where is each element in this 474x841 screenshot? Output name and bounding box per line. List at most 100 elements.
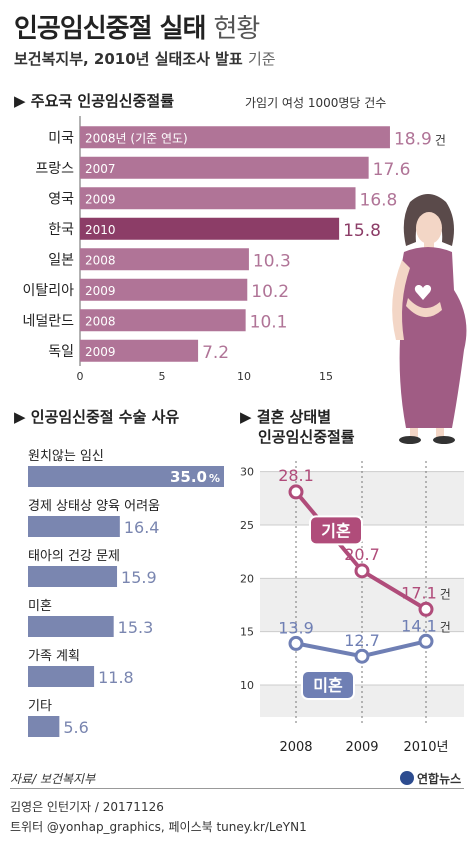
marital-x-label: 2009 [345, 740, 378, 755]
sns-line: 트위터 @yonhap_graphics, 페이스북 tuney.kr/LeYN… [10, 820, 307, 834]
marital-value-unit: 건 [440, 587, 451, 601]
reason-value-label: 16.4 [124, 518, 160, 537]
country-bar [80, 309, 246, 332]
marital-value-label: 13.9 [278, 618, 314, 637]
reason-label: 미혼 [28, 599, 52, 614]
title-bold: 인공임신중절 실태 [14, 14, 206, 44]
marital-point [354, 563, 370, 579]
section3-marker: ▶ [240, 408, 252, 426]
reason-label: 경제 상태상 양육 어려움 [28, 499, 160, 514]
country-value-label: 7.2 [202, 343, 229, 363]
reason-bar [28, 516, 120, 537]
marital-series-badge [301, 670, 355, 700]
country-year-label: 2008 [85, 253, 116, 267]
marital-series-name: 기혼 [321, 521, 351, 540]
country-label: 미국 [48, 130, 74, 146]
country-bar [80, 339, 199, 362]
reason-bar [28, 616, 114, 637]
country-value-label: 10.2 [251, 282, 289, 302]
section1-title: 주요국 인공임신중절률 [30, 92, 175, 110]
reason-value-label: 15.3 [118, 618, 154, 637]
country-bar [80, 217, 340, 240]
marital-tick-label: 10 [240, 679, 254, 692]
reason-value-unit: % [209, 472, 220, 485]
marital-point [288, 635, 304, 651]
country-value-label: 17.6 [373, 160, 411, 180]
country-year-label: 2007 [85, 162, 116, 176]
marital-x-label: 2010년 [403, 740, 448, 755]
country-label: 독일 [48, 344, 74, 360]
country-label: 한국 [48, 222, 74, 238]
marital-value-label: 28.1 [278, 466, 314, 485]
section3-heading: ▶ 결혼 상태별 [240, 406, 331, 427]
section2-title: 인공임신중절 수술 사유 [30, 408, 180, 426]
reason-label: 원치않는 임신 [28, 449, 104, 464]
credit-line: 김영은 인턴기자 / 20171126 [10, 800, 164, 814]
country-bar [80, 278, 248, 301]
country-year-label: 2009 [85, 284, 116, 298]
country-value-unit: 건 [435, 133, 446, 147]
marital-tick-label: 30 [240, 466, 254, 479]
country-label: 프랑스 [35, 161, 74, 177]
logo-text: 연합뉴스 [417, 772, 462, 786]
footer-divider [10, 788, 464, 789]
reason-label: 가족 계획 [28, 649, 80, 664]
country-value-label: 16.8 [360, 190, 398, 210]
pregnant-woman-illustration [392, 194, 467, 444]
section3-title-line1: 결혼 상태별 [256, 408, 332, 426]
country-label: 영국 [48, 191, 74, 207]
country-tick-label: 10 [237, 370, 251, 383]
country-tick-label: 15 [319, 370, 333, 383]
marital-value-unit: 건 [440, 620, 451, 634]
country-value-label: 10.1 [250, 312, 288, 332]
section1-marker: ▶ [14, 92, 26, 110]
title-light: 현황 [213, 14, 260, 44]
marital-tick-label: 25 [240, 519, 254, 532]
marital-point [354, 648, 370, 664]
country-value-label: 18.9 건 [394, 129, 446, 149]
country-tick-label: 5 [159, 370, 166, 383]
marital-series-badge [309, 515, 363, 546]
country-label: 네덜란드 [22, 313, 74, 329]
reason-bar [28, 666, 95, 687]
subtitle-bold: 보건복지부, 2010년 실태조사 발표 [14, 50, 243, 68]
marital-x-label: 2008 [279, 740, 312, 755]
marital-value-label: 20.7 [344, 545, 380, 564]
country-year-label: 2009 [85, 192, 116, 206]
marital-point [288, 484, 304, 500]
country-value-label: 15.8 [343, 221, 381, 241]
country-label: 이탈리아 [22, 283, 74, 299]
marital-series-name: 미혼 [313, 676, 343, 695]
country-tick-label: 0 [77, 370, 84, 383]
page-subtitle: 보건복지부, 2010년 실태조사 발표 기준 [14, 48, 276, 69]
page-title: 인공임신중절 실태 현황 [14, 8, 260, 45]
logo-icon [400, 771, 414, 785]
reason-label: 태아의 건강 문제 [28, 549, 120, 564]
reason-bar [28, 716, 60, 737]
marital-point [418, 601, 434, 617]
subtitle-light: 기준 [247, 50, 276, 68]
section1-heading: ▶ 주요국 인공임신중절률 [14, 90, 174, 111]
country-label: 일본 [48, 252, 74, 268]
yonhap-logo: 연합뉴스 [400, 770, 461, 787]
country-bar [80, 126, 390, 149]
reason-bar [28, 566, 118, 587]
country-bar [80, 248, 249, 271]
country-year-label: 2010 [85, 223, 116, 237]
country-year-label: 2008 [85, 314, 116, 328]
marital-point [418, 633, 434, 649]
reason-value-label: 5.6 [63, 718, 88, 737]
section3-title-line2: 인공임신중절률 [258, 428, 355, 446]
reason-value-label: 11.8 [98, 668, 134, 687]
section2-heading: ▶ 인공임신중절 수술 사유 [14, 406, 179, 427]
country-bar [80, 156, 369, 179]
reason-value-label: 15.9 [121, 568, 157, 587]
country-bar [80, 187, 356, 210]
country-year-label: 2008년 (기준 연도) [85, 131, 188, 145]
section1-unit: 가임기 여성 1000명당 건수 [245, 96, 387, 110]
reason-bar [28, 466, 224, 487]
reason-label: 기타 [28, 699, 52, 714]
